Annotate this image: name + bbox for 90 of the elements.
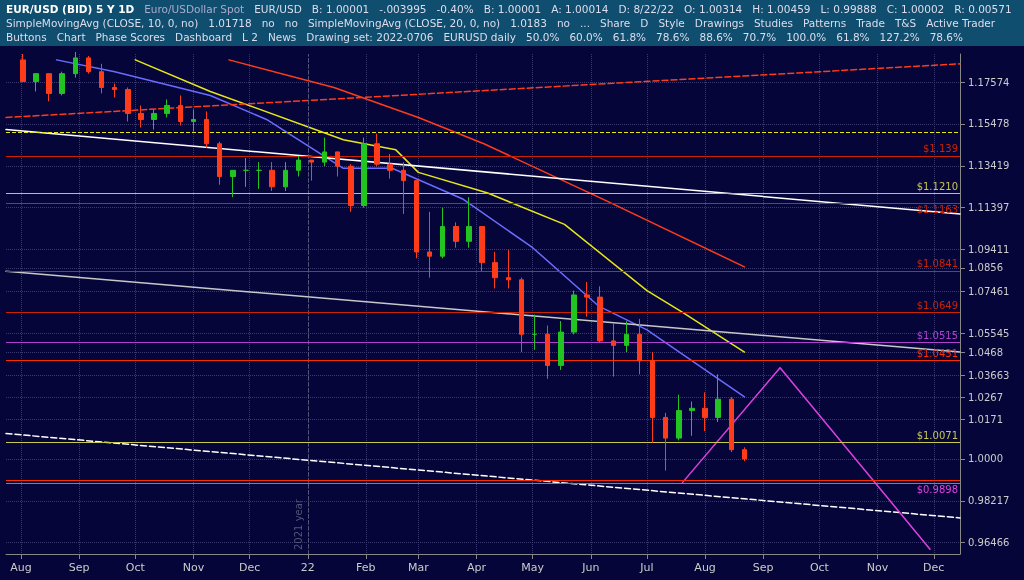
text: Dashboard bbox=[175, 31, 233, 43]
ref-line-label: $1.0841 bbox=[916, 258, 958, 270]
text: EURUSD daily bbox=[443, 31, 517, 43]
y-tick-label: 1.0000 bbox=[968, 453, 1003, 465]
text: 78.6% bbox=[656, 31, 690, 43]
x-tick-label: 22 bbox=[300, 561, 315, 574]
x-tick-label: May bbox=[521, 561, 545, 574]
text: no bbox=[261, 17, 275, 29]
y-tick-label: 1.0468 bbox=[968, 346, 1003, 358]
text: -.003995 bbox=[379, 3, 427, 15]
text: H: 1.00459 bbox=[752, 3, 811, 15]
text: News bbox=[267, 31, 297, 43]
text: Buttons bbox=[6, 31, 47, 43]
x-tick-label: Sep bbox=[68, 561, 90, 574]
y-tick-label: 1.15478 bbox=[968, 118, 1010, 130]
x-tick-label: Jun bbox=[581, 561, 600, 574]
y-tick-label: 1.17574 bbox=[968, 76, 1010, 88]
text: Share bbox=[600, 17, 631, 29]
text: 1.01718 bbox=[208, 17, 252, 29]
x-tick-label: Jul bbox=[639, 561, 654, 574]
x-tick-label: Oct bbox=[809, 561, 830, 574]
text: O: 1.00314 bbox=[683, 3, 743, 15]
y-tick-label: 1.07461 bbox=[968, 285, 1010, 297]
y-tick-label: 1.03663 bbox=[968, 369, 1010, 381]
text: 100.0% bbox=[786, 31, 827, 43]
text: Drawing set: 2022-0706 bbox=[306, 31, 434, 43]
ref-line-label: $1.1210 bbox=[916, 180, 958, 192]
text: Studies bbox=[753, 17, 793, 29]
y-tick-label: 1.0856 bbox=[968, 262, 1003, 274]
text: no bbox=[556, 17, 571, 29]
x-tick-label: Nov bbox=[182, 561, 205, 574]
ref-line-label: $1.0649 bbox=[916, 300, 958, 312]
ref-line-label: $1.139 bbox=[923, 143, 958, 155]
text: Chart bbox=[56, 31, 86, 43]
y-tick-label: 1.05545 bbox=[968, 327, 1010, 339]
chart-subtitle: Euro/USDollar Spot bbox=[144, 3, 245, 15]
text: Active Trader bbox=[926, 17, 996, 29]
x-tick-label: Oct bbox=[125, 561, 146, 574]
text: 50.0% bbox=[526, 31, 560, 43]
text: 78.6% bbox=[929, 31, 963, 43]
text: Style bbox=[658, 17, 685, 29]
ref-line-label: $1.0515 bbox=[916, 329, 958, 341]
x-tick-label: Mar bbox=[407, 561, 430, 574]
x-tick-label: Apr bbox=[466, 561, 487, 574]
y-tick-label: 1.13419 bbox=[968, 160, 1010, 172]
text: 61.8% bbox=[612, 31, 647, 43]
text: no bbox=[284, 17, 298, 29]
y-tick-label: 1.0171 bbox=[968, 413, 1003, 425]
x-tick-label: Dec bbox=[923, 561, 945, 574]
ref-line-label: 2021 year bbox=[293, 498, 305, 550]
ref-line-label: $0.9898 bbox=[916, 484, 958, 496]
y-tick-label: 0.96466 bbox=[968, 537, 1010, 549]
y-tick-label: 1.09411 bbox=[968, 244, 1010, 256]
text: 70.7% bbox=[742, 31, 777, 43]
text: ... bbox=[580, 17, 591, 29]
text: Trade bbox=[856, 17, 885, 29]
text: T&S bbox=[894, 17, 917, 29]
text: SimpleMovingAvg (CLOSE, 10, 0, no) bbox=[6, 17, 199, 29]
x-tick-label: Nov bbox=[866, 561, 889, 574]
x-tick-label: Dec bbox=[239, 561, 261, 574]
y-tick-label: 0.98217 bbox=[968, 495, 1010, 507]
text: D: 8/22/22 bbox=[618, 3, 674, 15]
text: L: 0.99888 bbox=[820, 3, 877, 15]
text: 61.8% bbox=[836, 31, 870, 43]
x-tick-label: Sep bbox=[752, 561, 774, 574]
ref-line-label: $1.0071 bbox=[916, 430, 958, 441]
x-tick-label: Aug bbox=[694, 561, 716, 574]
text: Drawings bbox=[694, 17, 744, 29]
text: C: 1.00002 bbox=[886, 3, 945, 15]
text: Patterns bbox=[802, 17, 847, 29]
text: 127.2% bbox=[879, 31, 920, 43]
text: SimpleMovingAvg (CLOSE, 20, 0, no) bbox=[307, 17, 501, 29]
x-tick-label: Aug bbox=[10, 561, 32, 574]
text: 88.6% bbox=[699, 31, 733, 43]
text: D bbox=[640, 17, 649, 29]
ref-line-label: $1.0431 bbox=[916, 348, 958, 360]
text: Phase Scores bbox=[95, 31, 166, 43]
text: L 2 bbox=[242, 31, 258, 43]
x-tick-label: Feb bbox=[356, 561, 376, 574]
y-tick-label: 1.0267 bbox=[968, 392, 1003, 404]
text: B: 1.00001 bbox=[311, 3, 370, 15]
text: B: 1.00001 bbox=[483, 3, 542, 15]
text: 1.0183 bbox=[510, 17, 547, 29]
text: -0.40% bbox=[436, 3, 474, 15]
chart-title: EUR/USD (BID) 5 Y 1D bbox=[6, 3, 135, 15]
text: A: 1.00014 bbox=[551, 3, 609, 15]
text: EUR/USD bbox=[254, 3, 302, 15]
text: 60.0% bbox=[569, 31, 603, 43]
text: R: 0.00571 bbox=[954, 3, 1012, 15]
y-tick-label: 1.11397 bbox=[968, 202, 1010, 214]
